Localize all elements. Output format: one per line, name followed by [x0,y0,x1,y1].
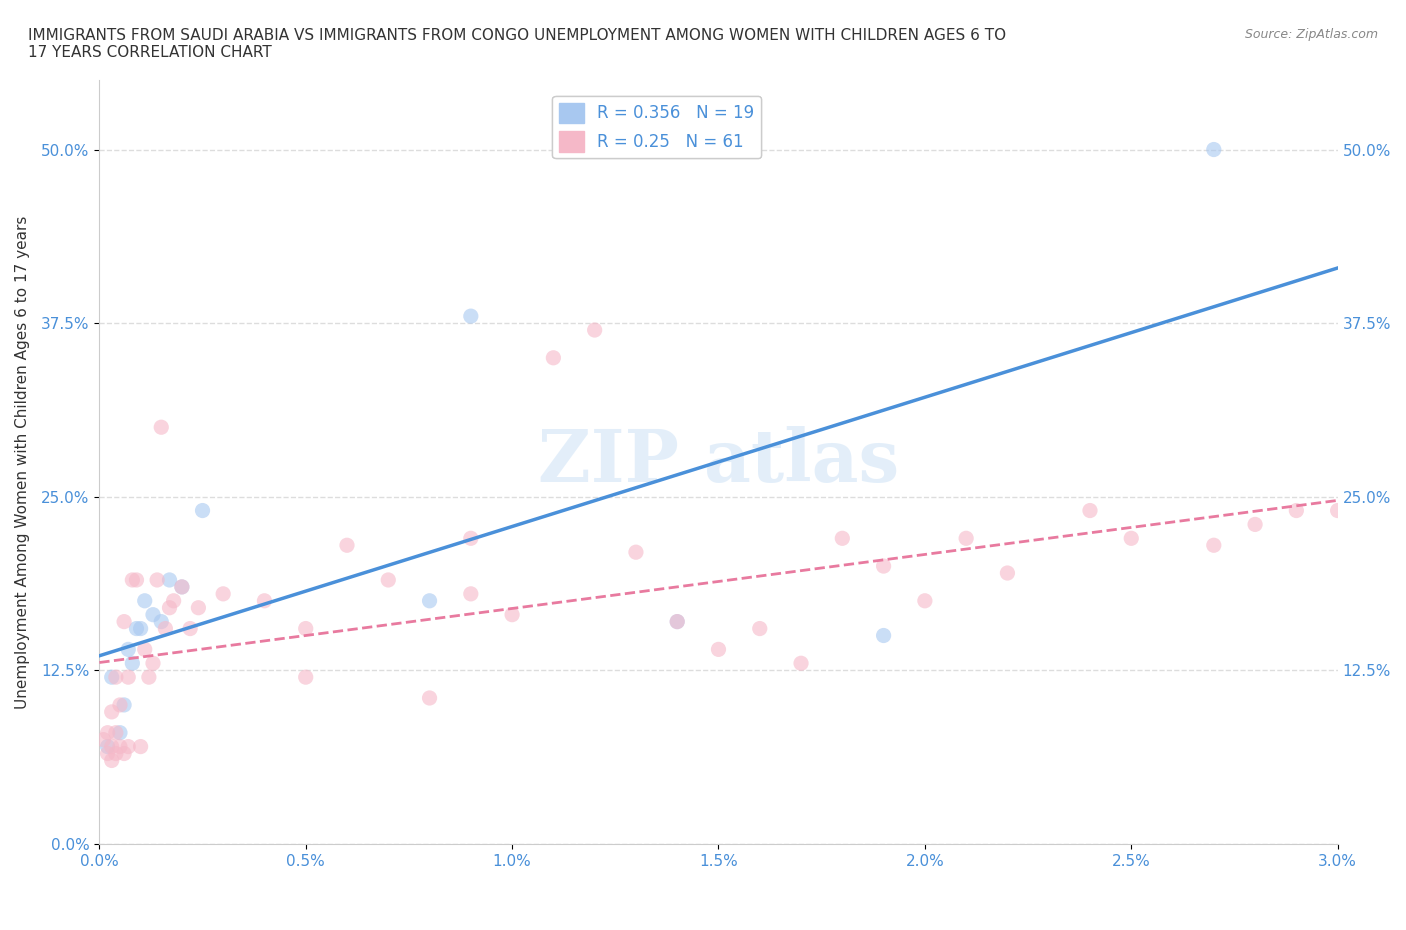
Point [142,656,165,671]
Point [543,351,565,365]
Point [121,573,143,588]
Point [162,593,184,608]
Point [104,725,127,740]
Point [117,670,139,684]
Point [134,642,156,657]
Point [155,621,177,636]
Point [159,573,181,588]
Point [914,593,936,608]
Point [129,621,152,636]
Text: IMMIGRANTS FROM SAUDI ARABIA VS IMMIGRANTS FROM CONGO UNEMPLOYMENT AMONG WOMEN W: IMMIGRANTS FROM SAUDI ARABIA VS IMMIGRAN… [28,28,1007,60]
Point [187,600,209,615]
Point [419,593,441,608]
Point [146,573,169,588]
Point [294,621,316,636]
Point [125,573,148,588]
Point [666,614,689,629]
Point [97,739,120,754]
Point [831,531,853,546]
Point [1368,496,1391,511]
Point [112,746,135,761]
Point [1202,142,1225,157]
Point [666,614,689,629]
Point [191,503,214,518]
Point [138,670,160,684]
Point [108,739,131,754]
Point [125,621,148,636]
Point [501,607,523,622]
Point [377,573,399,588]
Point [1121,531,1143,546]
Point [100,753,122,768]
Y-axis label: Unemployment Among Women with Children Ages 6 to 17 years: Unemployment Among Women with Children A… [15,215,30,709]
Point [997,565,1019,580]
Text: Source: ZipAtlas.com: Source: ZipAtlas.com [1244,28,1378,41]
Point [129,739,152,754]
Point [583,323,606,338]
Point [100,739,122,754]
Point [121,656,143,671]
Point [790,656,813,671]
Point [104,670,127,684]
Point [336,538,359,552]
Point [460,587,482,602]
Point [1244,517,1267,532]
Point [108,725,131,740]
Point [104,746,127,761]
Point [100,670,122,684]
Point [170,579,193,594]
Point [170,579,193,594]
Point [955,531,977,546]
Point [460,531,482,546]
Point [748,621,770,636]
Point [460,309,482,324]
Point [134,593,156,608]
Point [872,559,894,574]
Point [1285,503,1308,518]
Point [179,621,201,636]
Point [1202,538,1225,552]
Point [1078,503,1101,518]
Point [97,725,120,740]
Point [150,614,173,629]
Point [253,593,276,608]
Legend: R = 0.356   N = 19, R = 0.25   N = 61: R = 0.356 N = 19, R = 0.25 N = 61 [553,96,761,158]
Point [150,419,173,434]
Point [159,600,181,615]
Point [212,587,235,602]
Point [419,691,441,706]
Point [117,739,139,754]
Point [294,670,316,684]
Point [624,545,647,560]
Point [100,704,122,719]
Point [93,732,115,747]
Point [97,746,120,761]
Point [112,614,135,629]
Point [1326,503,1348,518]
Point [872,628,894,643]
Point [112,698,135,712]
Point [117,642,139,657]
Point [707,642,730,657]
Point [108,698,131,712]
Point [142,607,165,622]
Text: ZIP atlas: ZIP atlas [538,427,898,498]
